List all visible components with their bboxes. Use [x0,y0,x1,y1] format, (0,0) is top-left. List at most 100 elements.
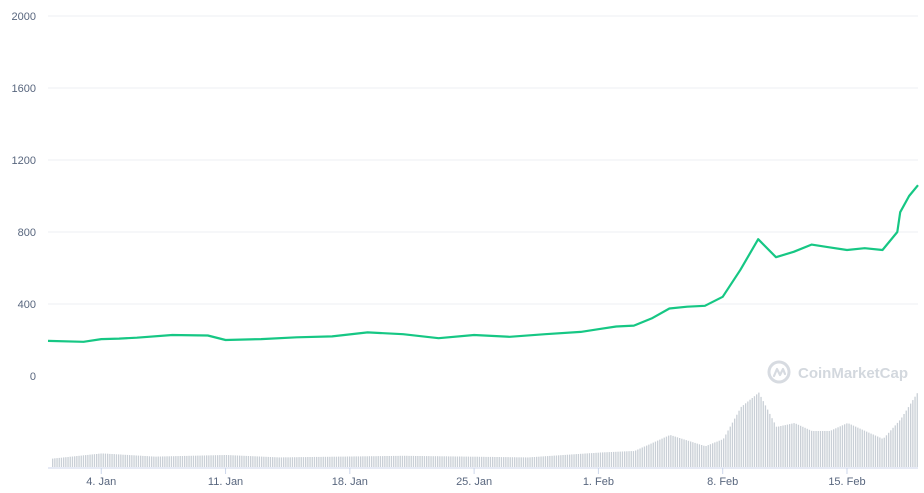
volume-bar [181,456,184,467]
volume-bar [307,457,309,467]
volume-bar [767,409,769,467]
volume-bar [355,456,357,467]
volume-bar [126,454,129,467]
volume-bar [830,430,833,467]
volume-bar [349,456,351,467]
volume-bar [705,446,707,467]
volume-bar [648,444,650,467]
volume-bar [60,457,63,467]
volume-bar [668,435,670,467]
volume-bar [432,456,434,467]
volume-bar [716,441,718,467]
volume-bar [467,456,470,467]
volume-bar [223,455,225,467]
volume-bar [241,455,243,467]
volume-bar [516,457,518,467]
volume-bar [296,457,298,467]
y-tick-label: 1200 [12,155,36,167]
volume-bar [190,455,192,467]
volume-bar [841,425,844,467]
volume-bar [643,446,646,467]
volume-bar [179,456,181,467]
volume-bar [740,406,742,467]
volume-bar [122,454,124,467]
volume-bar [144,456,146,467]
volume-bar [397,455,399,467]
volume-bar [663,437,665,467]
volume-bar [549,455,551,467]
x-tick-label: 18. Jan [332,476,368,488]
volume-bar [885,435,888,467]
volume-bar [362,456,364,467]
volume-bar [74,456,76,467]
volume-bar [760,396,762,467]
volume-bar [459,456,461,467]
volume-bar [879,437,881,467]
x-tick-label: 25. Jan [456,476,492,488]
volume-bar [525,457,527,467]
volume-bar [206,455,208,467]
volume-bar [430,456,432,467]
volume-bar [239,455,241,467]
volume-bar [485,456,487,467]
volume-bar [415,456,417,467]
volume-bar [780,426,782,467]
volume-bar [261,456,263,467]
volume-bar [199,455,201,467]
volume-bar [177,456,179,467]
volume-bar [784,425,786,467]
volume-bar [652,442,654,467]
volume-bar [848,423,850,467]
y-axis-labels: 0 400 800 1200 1600 2000 [12,11,36,383]
volume-bar [718,440,720,467]
volume-bar [833,429,835,467]
volume-bar [386,456,388,467]
volume-bar [736,414,738,467]
volume-bar [368,456,371,467]
volume-bar [338,456,340,467]
volume-bar [731,422,734,467]
volume-bar [670,435,672,467]
volume-bar [316,456,318,467]
volume-bar [626,451,628,467]
volume-bar [498,457,500,467]
volume-bar [298,457,300,467]
volume-bar [219,455,221,467]
volume-bar [709,444,712,467]
volume-bar [692,442,694,467]
volume-bar [395,455,397,467]
volume-bar [412,455,415,467]
volume-bar [124,454,126,467]
volume-bar [419,456,421,467]
volume-bar [102,453,104,467]
volume-bar [232,455,234,467]
volume-bar [131,455,133,467]
volume-bar [404,455,406,467]
volume-bar [610,452,613,467]
volume-bar [580,453,582,467]
volume-bar [701,445,703,467]
volume-bar [258,456,261,467]
volume-bar [104,453,107,467]
volume-bar [82,455,85,467]
volume-bar [698,444,701,467]
volume-bar [507,457,509,467]
volume-bar [806,428,808,467]
volume-bar [639,448,641,467]
volume-bar [168,456,170,467]
volume-bar [302,457,305,467]
y-tick-label: 2000 [12,11,36,23]
volume-bar [822,431,824,467]
volume-bar [164,456,166,467]
volume-bar [230,455,232,467]
volume-bar [188,455,190,467]
volume-bar [320,456,322,467]
volume-bar [551,455,553,467]
volume-bar [265,456,267,467]
volume-bar [353,456,355,467]
volume-bar [267,456,269,467]
volume-bar [690,441,692,467]
volume-bar [588,453,591,467]
volume-bar [113,454,115,467]
